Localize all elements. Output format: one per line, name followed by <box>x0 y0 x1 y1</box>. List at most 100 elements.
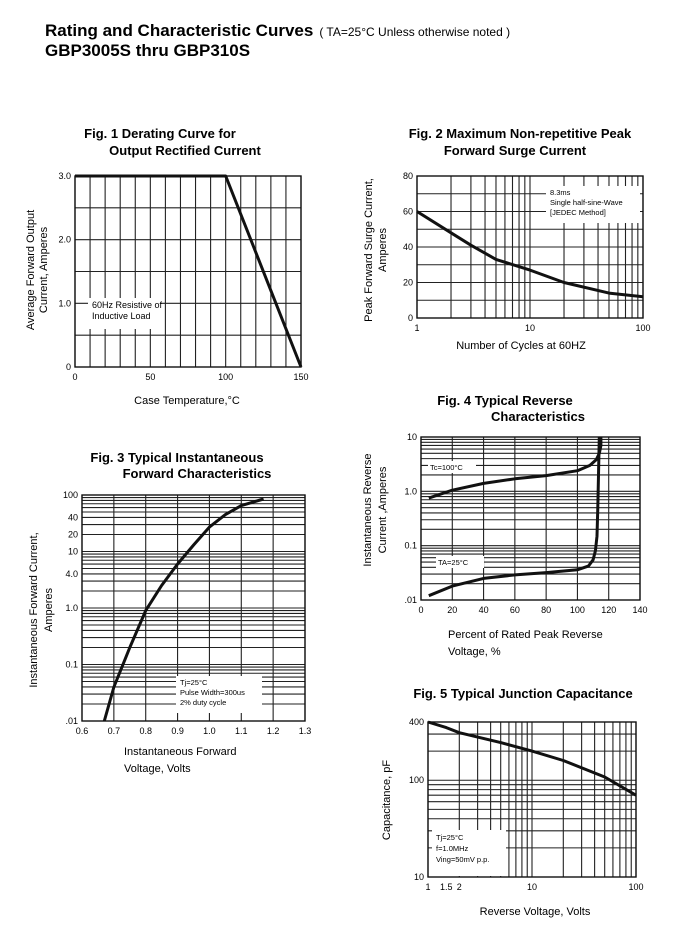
y-tick-label: 1.0 <box>65 603 78 613</box>
plot-frame <box>416 175 644 319</box>
chart-title: Fig. 3 Typical Instantaneous <box>90 450 263 465</box>
x-tick-label: 10 <box>525 323 535 333</box>
x-tick-label: 1.2 <box>267 726 280 736</box>
annotation-box <box>176 676 262 713</box>
plot-frame <box>420 436 641 601</box>
x-axis-label: Voltage, % <box>448 646 501 658</box>
y-tick-label: 1.0 <box>58 298 71 308</box>
y-tick-label: .01 <box>404 595 417 605</box>
annotation-text: 8.3ms <box>550 188 571 197</box>
y-tick-label: 0.1 <box>65 660 78 670</box>
y-tick-label: .01 <box>65 716 78 726</box>
chart-title: Fig. 5 Typical Junction Capacitance <box>413 686 632 701</box>
y-axis-label: Instantaneous Forward Current, <box>28 532 40 687</box>
y-axis-label: Amperes <box>377 227 389 272</box>
series-label: TA=25°C <box>438 558 469 567</box>
x-tick-label: 40 <box>479 605 489 615</box>
y-tick-label: 1.0 <box>404 486 417 496</box>
chart-title: Forward Characteristics <box>123 466 272 481</box>
chart-title: Fig. 4 Typical Reverse <box>437 393 573 408</box>
chart-title: Characteristics <box>491 409 585 424</box>
x-tick-label: 60 <box>510 605 520 615</box>
x-axis-label: Number of Cycles at 60HZ <box>456 340 586 352</box>
y-tick-label: 10 <box>68 547 78 557</box>
x-tick-label: 100 <box>628 882 643 892</box>
y-axis-label: Current, Amperes <box>38 226 50 313</box>
x-tick-label: 1.5 <box>440 882 453 892</box>
x-axis-label: Reverse Voltage, Volts <box>480 906 591 918</box>
y-tick-label: 40 <box>403 242 413 252</box>
chart-fig-1: Fig. 1 Derating Curve for Output Rectifie… <box>25 126 309 407</box>
annotation-text: 60Hz Resistive of <box>92 300 163 310</box>
y-tick-label: 100 <box>63 490 78 500</box>
x-tick-label: 1 <box>425 882 430 892</box>
annotation-text: [JEDEC Method] <box>550 208 606 217</box>
annotation-box <box>546 186 640 223</box>
x-tick-label: 0 <box>72 372 77 382</box>
x-tick-label: 100 <box>218 372 233 382</box>
annotation-text: Ving=50mV p.p. <box>436 855 489 864</box>
y-axis-label: Average Forward Output <box>25 210 37 330</box>
x-axis-label: Percent of Rated Peak Reverse <box>448 629 603 641</box>
y-tick-label: 80 <box>403 171 413 181</box>
chart-title: Forward Surge Current <box>444 143 587 158</box>
x-tick-label: 100 <box>570 605 585 615</box>
x-tick-label: 1.0 <box>203 726 216 736</box>
chart-title: Fig. 1 Derating Curve for <box>84 126 236 141</box>
x-axis-label: Voltage, Volts <box>124 763 191 775</box>
y-axis-label: Instantaneous Reverse <box>362 453 374 566</box>
title-text: Rating and Characteristic Curves <box>45 21 313 40</box>
x-tick-label: 1.1 <box>235 726 248 736</box>
x-tick-label: 1.3 <box>299 726 312 736</box>
series-line-1 <box>427 720 637 797</box>
x-tick-label: 150 <box>293 372 308 382</box>
y-tick-label: 3.0 <box>58 171 71 181</box>
annotation-box <box>88 298 160 329</box>
y-tick-label: 2.0 <box>58 235 71 245</box>
annotation-box <box>432 830 506 876</box>
y-tick-label: 100 <box>409 775 424 785</box>
chart-fig-5: Fig. 5 Typical Junction Capacitance 1 1.5 2… <box>381 686 644 918</box>
y-tick-label: 20 <box>403 278 413 288</box>
x-tick-label: 1 <box>414 323 419 333</box>
y-tick-label: 0 <box>408 313 413 323</box>
x-tick-label: 10 <box>527 882 537 892</box>
x-tick-label: 100 <box>635 323 650 333</box>
chart-title: Output Rectified Current <box>109 143 261 158</box>
y-axis-label: Peak Forward Surge Current, <box>363 178 375 322</box>
annotation-text: Inductive Load <box>92 311 151 321</box>
y-tick-label: 400 <box>409 717 424 727</box>
y-axis-label: Current ,Amperes <box>377 466 389 553</box>
x-tick-label: 0.8 <box>139 726 152 736</box>
series-label-bg <box>428 461 476 473</box>
annotation-text: Single half-sine-Wave <box>550 198 623 207</box>
x-tick-label: 0 <box>418 605 423 615</box>
y-tick-label: 60 <box>403 207 413 217</box>
series-line-1 <box>75 174 303 368</box>
y-tick-label: 0 <box>66 362 71 372</box>
y-tick-label: 40 <box>68 512 78 522</box>
x-tick-label: 0.6 <box>76 726 89 736</box>
chart-fig-2: Fig. 2 Maximum Non-repetitive Peak Forwar… <box>363 126 651 352</box>
plot-frame <box>427 721 637 878</box>
series-label: Tc=100°C <box>430 463 463 472</box>
x-tick-label: 120 <box>601 605 616 615</box>
y-tick-label: 10 <box>407 432 417 442</box>
annotation-text: 2% duty cycle <box>180 698 226 707</box>
annotation-text: f=1.0MHz <box>436 844 469 853</box>
x-axis-label: Instantaneous Forward <box>124 746 237 758</box>
x-tick-label: 50 <box>145 372 155 382</box>
part-range: GBP3005S thru GBP310S <box>45 41 250 60</box>
condition-note: ( TA=25°C Unless otherwise noted ) <box>319 25 510 39</box>
page-title: Rating and Characteristic Curves ( TA=25°… <box>45 21 510 40</box>
annotation-text: Tj=25°C <box>180 678 208 687</box>
chart-title: Fig. 2 Maximum Non-repetitive Peak <box>409 126 632 141</box>
y-tick-label: 20 <box>68 529 78 539</box>
y-tick-label: 4.0 <box>65 569 78 579</box>
series-label-bg <box>436 556 484 568</box>
x-tick-label: 0.9 <box>171 726 184 736</box>
x-tick-label: 80 <box>541 605 551 615</box>
